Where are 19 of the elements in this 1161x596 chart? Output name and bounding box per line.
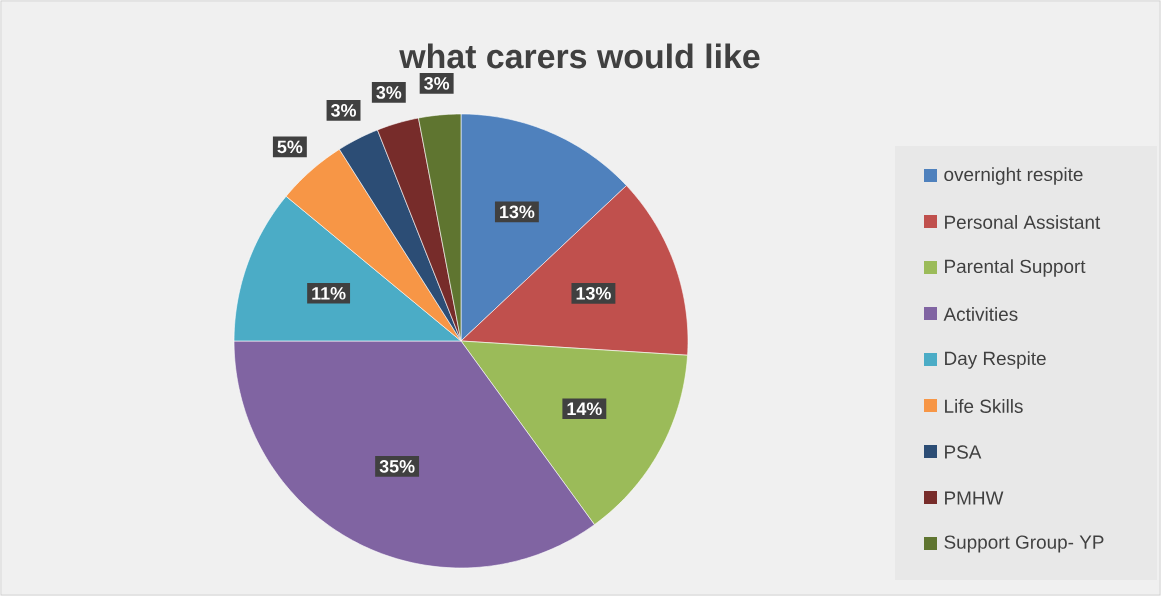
legend-label: Personal Assistant (945, 215, 1101, 229)
legend-label: Support Group- YP (944, 535, 1104, 553)
legend-label: overnight respite (944, 167, 1083, 185)
data-label: 13% (576, 286, 611, 300)
chart-title: what carers would like (399, 43, 760, 69)
data-label: 3% (376, 86, 402, 99)
data-label: 35% (379, 460, 415, 473)
legend-label: PMHW (945, 491, 1004, 505)
data-label: 13% (500, 205, 535, 219)
data-label: 3% (424, 76, 450, 90)
legend-label: Day Respite (945, 351, 1046, 369)
legend-label: Life Skills (945, 399, 1023, 413)
data-label: 5% (277, 140, 303, 154)
legend-label: Activities (943, 307, 1018, 321)
data-label: 14% (567, 402, 602, 416)
legend-label: Parental Support (945, 259, 1086, 277)
data-label: 11% (312, 287, 346, 300)
legend-label: PSA (945, 445, 982, 459)
data-label: 3% (330, 104, 357, 117)
